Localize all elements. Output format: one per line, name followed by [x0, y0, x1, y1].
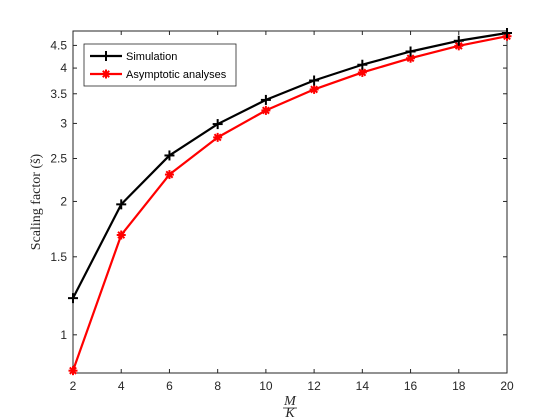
y-axis: 1 1.5 2 2.5 3 3.5 4 4.5 — [50, 38, 507, 342]
x-tick-label: 12 — [307, 379, 321, 393]
data-point — [116, 199, 127, 210]
legend-entry: Asymptotic analyses — [90, 69, 227, 81]
legend-entry: Simulation — [90, 51, 177, 63]
data-point — [405, 46, 416, 57]
y-tick-label: 2.5 — [50, 152, 67, 166]
legend-label: Simulation — [126, 51, 177, 63]
x-axis-label-denominator: K — [284, 406, 295, 420]
x-axis-label: M K — [283, 394, 297, 420]
data-point — [357, 59, 368, 70]
data-point — [502, 27, 512, 38]
series-layer — [68, 27, 512, 376]
data-point — [164, 170, 174, 180]
x-tick-label: 20 — [500, 379, 514, 393]
x-tick-label: 14 — [356, 379, 370, 393]
legend-marker — [101, 69, 111, 79]
series-line — [72, 31, 508, 299]
x-tick-label: 6 — [166, 379, 173, 393]
y-tick-label: 1 — [60, 328, 67, 342]
legend-marker — [101, 51, 111, 61]
series-simulation — [68, 27, 512, 304]
y-tick-label: 4.5 — [50, 38, 67, 52]
y-tick-label: 3.5 — [50, 87, 67, 101]
x-axis: 2 4 6 8 10 12 14 16 18 20 — [70, 31, 514, 393]
data-point — [454, 41, 464, 51]
plot-area — [72, 30, 508, 374]
data-point — [260, 94, 271, 105]
y-tick-label: 3 — [60, 116, 67, 130]
series-asymptotic-analyses — [68, 31, 512, 376]
x-tick-label: 16 — [404, 379, 418, 393]
series-line — [71, 35, 508, 372]
x-tick-label: 10 — [259, 379, 273, 393]
y-axis-label: Scaling factor (š) — [29, 153, 44, 250]
x-tick-label: 8 — [214, 379, 221, 393]
data-point — [164, 150, 175, 161]
data-point — [261, 105, 271, 115]
legend-box — [83, 43, 237, 87]
x-tick-label: 18 — [452, 379, 466, 393]
legend: Simulation Asymptotic analyses — [83, 43, 237, 87]
y-tick-label: 1.5 — [50, 250, 67, 264]
legend-label: Asymptotic analyses — [126, 69, 227, 81]
data-point — [309, 75, 320, 86]
data-point — [68, 366, 78, 376]
x-tick-label: 2 — [70, 379, 77, 393]
data-point — [68, 293, 78, 304]
data-point — [213, 132, 223, 142]
data-point — [309, 84, 319, 94]
x-tick-label: 4 — [118, 379, 125, 393]
data-point — [116, 230, 126, 240]
y-tick-label: 4 — [60, 61, 67, 75]
x-axis-label-numerator: M — [283, 394, 297, 409]
y-tick-label: 2 — [60, 194, 67, 208]
data-point — [212, 119, 223, 130]
data-point — [453, 35, 464, 46]
